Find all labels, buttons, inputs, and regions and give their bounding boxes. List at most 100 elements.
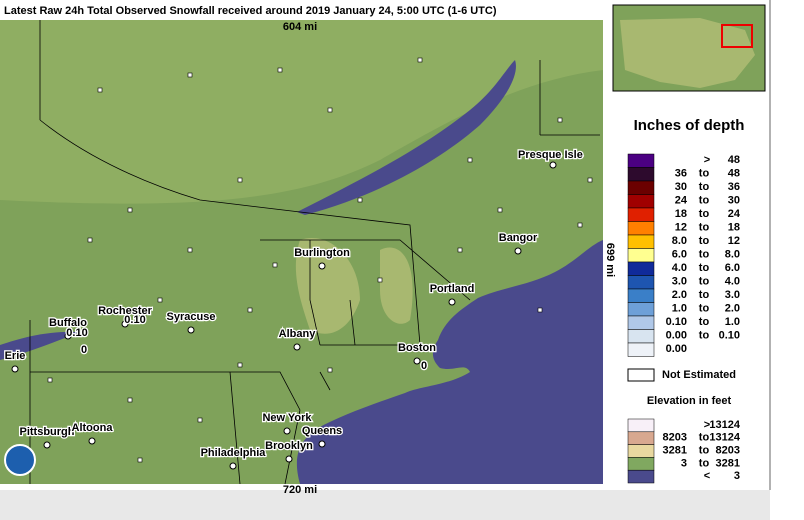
legend-to: to	[699, 316, 710, 328]
legend-to: to	[699, 181, 710, 193]
station	[577, 222, 583, 228]
station	[327, 367, 333, 373]
city-dot	[187, 326, 195, 334]
legend-lo: 1.0	[672, 302, 687, 314]
station	[187, 72, 193, 78]
city-label: Bangor	[499, 232, 538, 244]
city-label: Brooklyn	[265, 440, 313, 452]
footer-bar	[0, 490, 770, 520]
legend-swatch	[627, 207, 655, 222]
legend-to: to	[699, 167, 710, 179]
legend-to: to	[699, 329, 710, 341]
legend-lo: 0.10	[666, 316, 687, 328]
city-label: Albany	[279, 328, 317, 340]
legend-lo: 0.00	[666, 343, 687, 355]
legend-lo: 30	[675, 181, 687, 193]
city-label: Syracuse	[167, 311, 216, 323]
station	[157, 297, 163, 303]
legend-swatch	[627, 469, 655, 484]
station	[247, 307, 253, 313]
city-label: Queens	[302, 425, 342, 437]
legend-lo: 3.0	[672, 275, 687, 287]
legend-to: to	[699, 208, 710, 220]
legend-hi: 0.10	[719, 329, 740, 341]
legend-title: Inches of depth	[634, 117, 745, 134]
legend-hi: 8203	[716, 445, 740, 457]
city-label: Erie	[5, 350, 26, 362]
legend-to: to	[699, 445, 710, 457]
city-dot	[121, 320, 129, 328]
station	[357, 197, 363, 203]
lake-erie	[0, 331, 80, 360]
legend-swatch	[627, 221, 655, 236]
station	[587, 177, 593, 183]
legend-swatch	[627, 234, 655, 249]
city-dot	[283, 427, 291, 435]
legend-swatch	[627, 261, 655, 276]
scale-bottom: 720 mi	[283, 484, 317, 496]
legend-lo: >	[704, 419, 710, 431]
legend-swatch	[627, 457, 655, 471]
legend-swatch	[627, 180, 655, 195]
legend-swatch	[627, 248, 655, 263]
legend-swatch	[627, 167, 655, 182]
legend-to: to	[699, 194, 710, 206]
station	[97, 87, 103, 93]
legend-lo: 24	[675, 194, 688, 206]
station	[197, 417, 203, 423]
observation: 0.10	[124, 314, 145, 326]
city-dot	[448, 298, 456, 306]
legend-hi: 48	[728, 167, 740, 179]
legend-lo: 2.0	[672, 289, 687, 301]
legend-lo: 6.0	[672, 248, 687, 260]
ocean	[296, 240, 603, 484]
legend-to: to	[699, 302, 710, 314]
station	[272, 262, 278, 268]
legend-to: to	[699, 221, 710, 233]
legend-lo: >	[704, 154, 710, 166]
not-estimated-label: Not Estimated	[662, 369, 736, 381]
legend-to: to	[699, 457, 710, 469]
legend-lo: 0.00	[666, 329, 687, 341]
station	[377, 277, 383, 283]
city-label: Portland	[430, 283, 475, 295]
title: Latest Raw 24h Total Observed Snowfall r…	[4, 5, 497, 17]
station	[187, 247, 193, 253]
city-label: Presque Isle	[518, 149, 583, 161]
legend-swatch	[627, 315, 655, 330]
legend-lo: 36	[675, 167, 687, 179]
city-dot	[549, 161, 557, 169]
city-dot	[229, 462, 237, 470]
observation: 0	[421, 360, 427, 372]
city-label: Rochester	[98, 305, 153, 317]
legend-hi: 4.0	[725, 275, 740, 287]
legend-swatch	[627, 194, 655, 209]
legend-lo: 12	[675, 221, 687, 233]
station	[537, 307, 543, 313]
city-dot	[514, 247, 522, 255]
station	[237, 177, 243, 183]
legend-swatch	[627, 288, 655, 303]
legend-lo: <	[704, 470, 710, 482]
station	[87, 237, 93, 243]
legend-to: to	[699, 248, 710, 260]
legend-hi: 2.0	[725, 302, 740, 314]
city-label: Buffalo	[49, 317, 87, 329]
noaa-logo	[4, 444, 36, 476]
legend-lo: 4.0	[672, 262, 687, 274]
legend-hi: 18	[728, 221, 740, 233]
legend-hi: 3.0	[725, 289, 740, 301]
station	[457, 247, 463, 253]
legend-swatch	[627, 153, 655, 168]
legend-swatch	[627, 329, 655, 344]
legend-to: to	[699, 289, 710, 301]
legend-lo: 18	[675, 208, 687, 220]
city-label: Burlington	[294, 247, 350, 259]
station	[417, 57, 423, 63]
mountains	[295, 238, 413, 334]
legend-hi: 48	[728, 154, 740, 166]
city-dot	[11, 365, 19, 373]
station	[127, 397, 133, 403]
station	[467, 157, 473, 163]
